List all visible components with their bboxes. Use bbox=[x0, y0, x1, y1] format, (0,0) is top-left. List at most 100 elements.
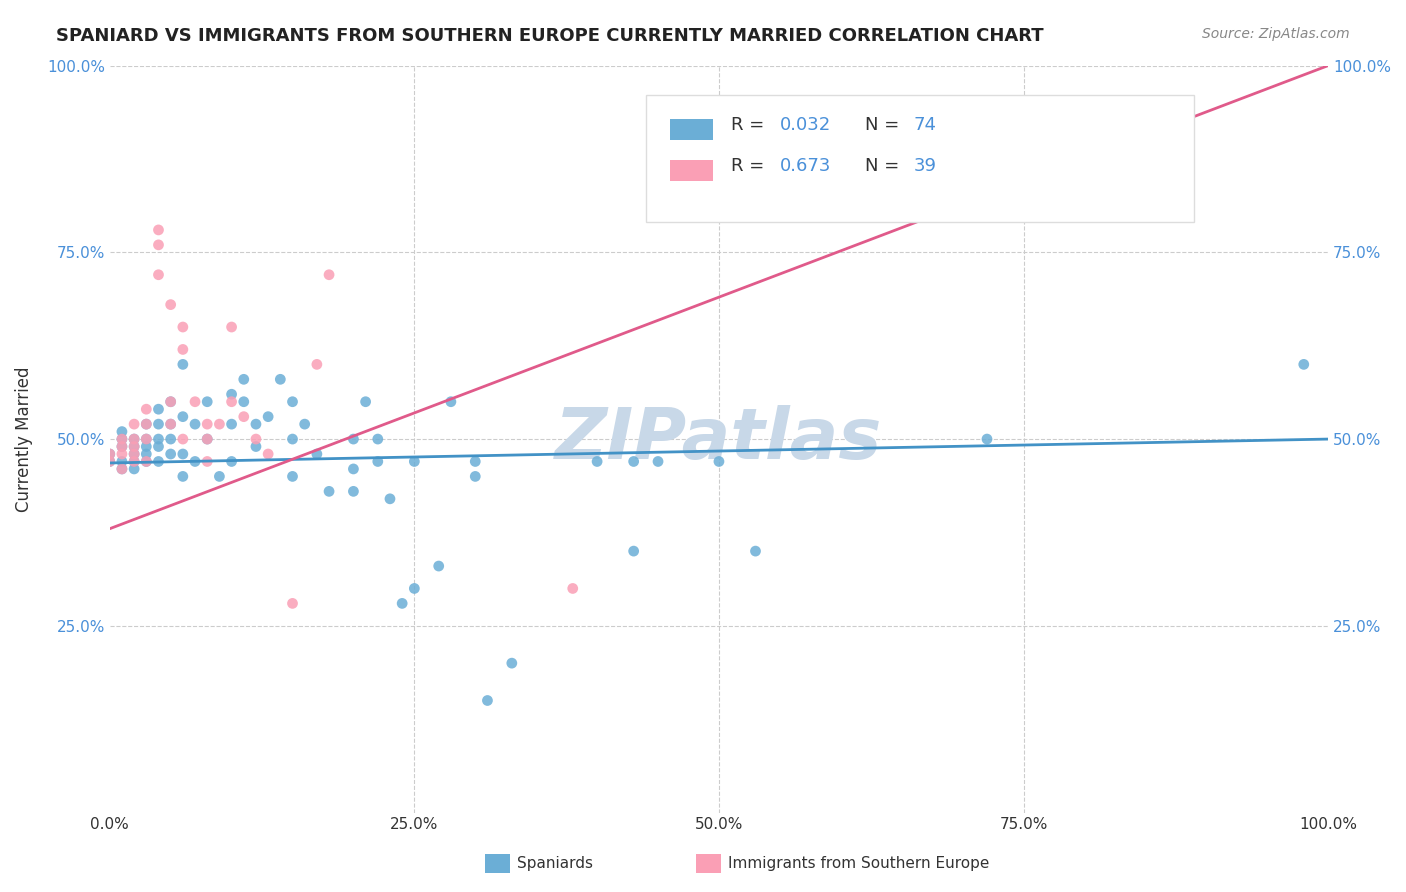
Point bbox=[159, 394, 181, 409]
Point bbox=[135, 402, 157, 417]
Point bbox=[342, 484, 364, 499]
Point bbox=[195, 432, 218, 446]
Point bbox=[647, 454, 669, 468]
Point bbox=[159, 394, 181, 409]
Text: R =: R = bbox=[731, 157, 770, 176]
Point bbox=[122, 432, 145, 446]
Point bbox=[111, 432, 134, 446]
Point bbox=[221, 417, 243, 431]
Point bbox=[122, 440, 145, 454]
Point bbox=[159, 417, 181, 431]
Point bbox=[122, 454, 145, 468]
Point bbox=[208, 469, 231, 483]
Point bbox=[318, 484, 340, 499]
Point bbox=[245, 417, 267, 431]
Point bbox=[111, 432, 134, 446]
Point bbox=[221, 320, 243, 334]
Point bbox=[159, 447, 181, 461]
Point bbox=[122, 454, 145, 468]
Point bbox=[148, 440, 170, 454]
Text: SPANIARD VS IMMIGRANTS FROM SOUTHERN EUROPE CURRENTLY MARRIED CORRELATION CHART: SPANIARD VS IMMIGRANTS FROM SOUTHERN EUR… bbox=[56, 27, 1043, 45]
Point bbox=[195, 454, 218, 468]
Point bbox=[195, 394, 218, 409]
Point bbox=[257, 447, 280, 461]
Point bbox=[122, 447, 145, 461]
Point bbox=[342, 432, 364, 446]
Point bbox=[148, 417, 170, 431]
Point bbox=[184, 394, 207, 409]
Point bbox=[98, 454, 121, 468]
Point bbox=[98, 454, 121, 468]
Point bbox=[148, 238, 170, 252]
Point bbox=[221, 454, 243, 468]
Point bbox=[305, 447, 328, 461]
Point bbox=[404, 454, 426, 468]
Point bbox=[172, 447, 194, 461]
Point bbox=[464, 469, 486, 483]
Point bbox=[184, 454, 207, 468]
FancyBboxPatch shape bbox=[671, 120, 713, 140]
Point bbox=[172, 409, 194, 424]
Point bbox=[159, 432, 181, 446]
Point bbox=[184, 417, 207, 431]
Point bbox=[269, 372, 291, 386]
Point bbox=[111, 440, 134, 454]
Point bbox=[172, 357, 194, 371]
Point bbox=[122, 432, 145, 446]
Point bbox=[148, 432, 170, 446]
Point bbox=[221, 394, 243, 409]
FancyBboxPatch shape bbox=[645, 95, 1194, 222]
Text: R =: R = bbox=[731, 116, 770, 135]
Point bbox=[427, 559, 450, 574]
Point bbox=[122, 447, 145, 461]
Point bbox=[172, 432, 194, 446]
Point bbox=[135, 417, 157, 431]
Point bbox=[561, 582, 583, 596]
FancyBboxPatch shape bbox=[671, 161, 713, 181]
Point bbox=[98, 447, 121, 461]
Point bbox=[122, 417, 145, 431]
Text: Spaniards: Spaniards bbox=[517, 856, 593, 871]
Point bbox=[378, 491, 401, 506]
Point bbox=[232, 409, 254, 424]
Point bbox=[391, 596, 413, 610]
Point bbox=[111, 425, 134, 439]
Point bbox=[172, 320, 194, 334]
Point bbox=[111, 440, 134, 454]
Point bbox=[221, 387, 243, 401]
Point bbox=[111, 454, 134, 468]
Point bbox=[440, 394, 463, 409]
Point bbox=[342, 462, 364, 476]
Point bbox=[98, 447, 121, 461]
Text: 74: 74 bbox=[914, 116, 936, 135]
Text: Immigrants from Southern Europe: Immigrants from Southern Europe bbox=[728, 856, 990, 871]
Point bbox=[404, 582, 426, 596]
Text: 0.032: 0.032 bbox=[780, 116, 831, 135]
Point bbox=[148, 454, 170, 468]
Point bbox=[111, 462, 134, 476]
Point bbox=[586, 454, 609, 468]
Point bbox=[111, 447, 134, 461]
Point bbox=[135, 454, 157, 468]
Point bbox=[159, 417, 181, 431]
Point bbox=[135, 454, 157, 468]
Point bbox=[367, 454, 389, 468]
Point bbox=[135, 440, 157, 454]
Point bbox=[122, 440, 145, 454]
Point bbox=[623, 544, 645, 558]
Point bbox=[172, 343, 194, 357]
Point bbox=[501, 656, 523, 670]
Text: N =: N = bbox=[865, 116, 905, 135]
Point bbox=[159, 298, 181, 312]
Point bbox=[245, 432, 267, 446]
Point bbox=[281, 596, 304, 610]
Point bbox=[148, 402, 170, 417]
Point bbox=[1292, 357, 1315, 371]
Point bbox=[281, 394, 304, 409]
Point bbox=[245, 440, 267, 454]
Point bbox=[232, 372, 254, 386]
Text: N =: N = bbox=[865, 157, 905, 176]
Point bbox=[148, 268, 170, 282]
Point bbox=[135, 432, 157, 446]
Point bbox=[122, 462, 145, 476]
